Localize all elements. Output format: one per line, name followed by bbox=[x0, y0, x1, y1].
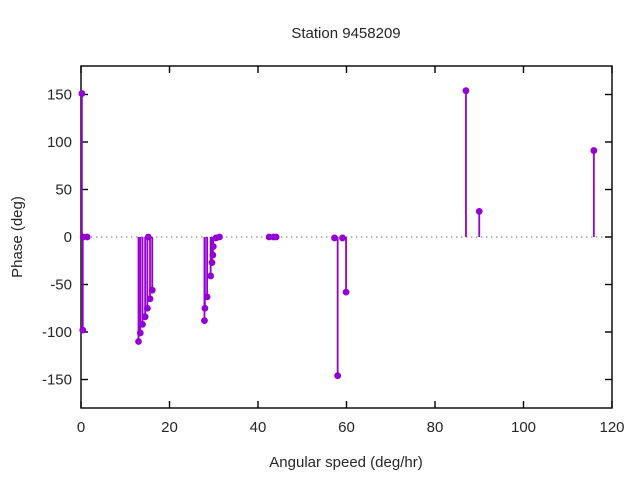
data-points bbox=[78, 87, 598, 380]
data-point bbox=[207, 272, 215, 280]
x-axis-label: Angular speed (deg/hr) bbox=[269, 454, 422, 471]
data-point bbox=[462, 87, 470, 95]
data-point bbox=[475, 207, 483, 215]
data-point bbox=[136, 329, 144, 337]
chart-title: Station 9458209 bbox=[291, 25, 400, 42]
data-point bbox=[79, 326, 87, 334]
data-point bbox=[334, 372, 342, 380]
x-tick-label: 100 bbox=[511, 419, 536, 436]
x-tick-label: 20 bbox=[161, 419, 178, 436]
y-tick-label: -100 bbox=[42, 324, 72, 341]
x-tick-label: 80 bbox=[427, 419, 444, 436]
data-point bbox=[139, 321, 146, 328]
data-point bbox=[141, 313, 149, 321]
data-point bbox=[272, 233, 280, 241]
y-tick-label: 100 bbox=[47, 134, 72, 151]
y-tick-label: 50 bbox=[55, 182, 72, 199]
y-axis-label: Phase (deg) bbox=[9, 196, 26, 278]
data-point bbox=[339, 234, 346, 242]
data-point bbox=[342, 288, 350, 296]
data-point bbox=[78, 90, 86, 97]
data-point bbox=[201, 317, 208, 324]
x-tick-label: 40 bbox=[250, 419, 267, 436]
data-point bbox=[83, 233, 91, 241]
y-tick-label: 150 bbox=[47, 87, 72, 104]
data-point bbox=[209, 243, 217, 250]
data-point bbox=[201, 304, 209, 312]
data-point bbox=[135, 338, 142, 345]
data-point bbox=[203, 293, 211, 301]
data-point bbox=[331, 234, 338, 242]
x-tick-label: 120 bbox=[599, 419, 624, 436]
data-point bbox=[146, 295, 154, 303]
data-stems bbox=[80, 90, 595, 376]
y-tick-label: -50 bbox=[50, 277, 72, 294]
x-tick-label: 60 bbox=[338, 419, 355, 436]
data-point bbox=[144, 233, 152, 241]
y-tick-label: 0 bbox=[64, 229, 72, 246]
data-point bbox=[148, 286, 156, 294]
data-point bbox=[216, 233, 223, 241]
data-point bbox=[209, 251, 217, 259]
x-tick-label: 0 bbox=[77, 419, 85, 436]
axis-ticks bbox=[80, 66, 613, 408]
data-point bbox=[590, 147, 598, 154]
data-point bbox=[143, 304, 151, 312]
data-point bbox=[208, 259, 216, 267]
tick-labels: 0 20 40 60 80 100 120 -150 -100 -50 0 50 100 150 bbox=[42, 87, 625, 437]
y-tick-label: -150 bbox=[42, 372, 72, 389]
